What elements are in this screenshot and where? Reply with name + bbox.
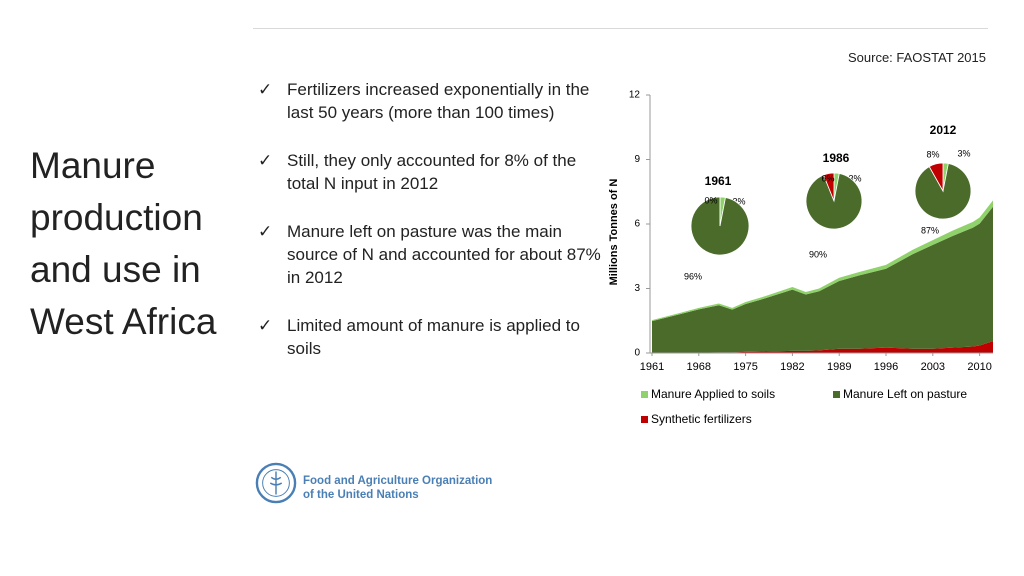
check-icon: ✓ — [258, 80, 273, 99]
legend-label: Synthetic fertilizers — [651, 412, 752, 426]
y-tick-label: 0 — [634, 348, 640, 359]
x-tick-label: 2003 — [921, 361, 945, 373]
pie-slice — [805, 173, 863, 230]
pie-label: 8% — [926, 149, 939, 159]
legend-label: Manure Left on pasture — [843, 387, 967, 401]
source: Source: FAOSTAT 2015 — [847, 50, 986, 65]
pie-title: 2012 — [930, 123, 957, 137]
pie-slice — [928, 162, 944, 193]
area — [652, 341, 993, 353]
fao-name-line: Food and Agriculture Organization — [303, 475, 493, 487]
bullet-list: ✓ Fertilizers increased exponentially in … — [258, 78, 603, 385]
pie-label: 3% — [848, 173, 861, 183]
bullet: ✓ Manure left on pasture was the main sou… — [258, 220, 603, 289]
check-icon: ✓ — [258, 151, 273, 170]
fao-name: Food and Agriculture Organization of the… — [303, 474, 492, 502]
bullet-text: Fertilizers increased exponentially in t… — [287, 80, 590, 122]
x-tick-label: 1989 — [827, 361, 851, 373]
slide-title: Manure production and use in West Africa — [30, 140, 216, 348]
pie-label: 96% — [684, 271, 702, 281]
bullet: ✓ Still, they only accounted for 8% of th… — [258, 149, 603, 195]
y-tick-label: 3 — [634, 283, 640, 294]
fao-emblem — [255, 462, 297, 504]
bullet-text: Still, they only accounted for 8% of the… — [287, 151, 577, 193]
pie-label: 3% — [957, 148, 970, 158]
bullet-text: Manure left on pasture was the main sour… — [287, 222, 601, 287]
pie-label: 90% — [809, 249, 827, 259]
pie-slice — [823, 172, 835, 202]
title-line: production — [30, 197, 203, 238]
x-tick-label: 2010 — [967, 361, 991, 373]
x-tick-label: 1968 — [687, 361, 711, 373]
legend-label: Manure Applied to soils — [651, 387, 775, 401]
bullet: ✓ Fertilizers increased exponentially in … — [258, 78, 603, 124]
title-line: Manure — [30, 145, 156, 186]
pie-label: 6% — [821, 173, 834, 183]
pie-label: 3% — [732, 196, 745, 206]
check-icon: ✓ — [258, 222, 273, 241]
title-line: West Africa — [30, 301, 217, 342]
fao-name-line: of the United Nations — [303, 489, 419, 501]
y-tick-label: 9 — [634, 154, 640, 165]
legend-swatch — [641, 416, 648, 423]
bullet: ✓ Limited amount of manure is applied to … — [258, 314, 603, 360]
pie-title: 1961 — [705, 174, 732, 188]
title-line: and use in — [30, 249, 201, 290]
pie-label: 0% — [704, 195, 717, 205]
legend-swatch — [833, 391, 840, 398]
y-axis-label: Millions Tonnes of N — [608, 179, 620, 286]
x-tick-label: 1975 — [733, 361, 757, 373]
pie-label: 87% — [921, 225, 939, 235]
x-tick-label: 1982 — [780, 361, 804, 373]
top-rule — [253, 28, 988, 29]
area — [652, 206, 993, 353]
check-icon: ✓ — [258, 316, 273, 335]
y-tick-label: 12 — [629, 90, 641, 101]
x-tick-label: 1996 — [874, 361, 898, 373]
x-tick-label: 1961 — [640, 361, 664, 373]
legend-swatch — [641, 391, 648, 398]
bullet-text: Limited amount of manure is applied to s… — [287, 316, 580, 358]
y-tick-label: 6 — [634, 219, 640, 230]
pie-title: 1986 — [823, 151, 850, 165]
